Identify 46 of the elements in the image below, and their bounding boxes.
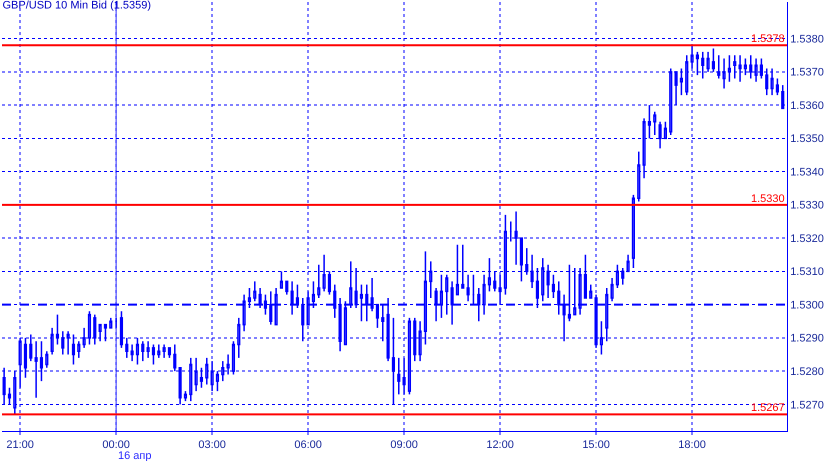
y-tick-label: 1.5360 xyxy=(790,100,824,112)
candlestick xyxy=(632,194,635,269)
candlestick xyxy=(130,344,134,362)
ref-line-label: 16 апр xyxy=(118,450,152,461)
y-tick-label: 1.5340 xyxy=(790,166,824,178)
y-tick-label: 1.5280 xyxy=(790,366,824,378)
x-tick-label: 00:00 xyxy=(102,439,130,452)
x-tick-label: 15:00 xyxy=(582,439,610,452)
candlestick xyxy=(285,280,288,296)
candlestick xyxy=(109,317,112,329)
y-tick-label: 1.5270 xyxy=(790,399,824,412)
candlestick xyxy=(589,284,592,299)
candlestick xyxy=(776,78,779,96)
candlestick xyxy=(184,390,188,402)
y-tick-label: 1.5330 xyxy=(790,200,824,212)
candlestick xyxy=(253,280,256,302)
ref-line-label: 1.5267 xyxy=(751,402,785,414)
y-tick-label: 1.5310 xyxy=(790,266,824,278)
candlestick xyxy=(466,274,470,302)
candlestick xyxy=(45,350,48,369)
candlestick xyxy=(157,344,160,359)
y-tick-label: 1.5350 xyxy=(790,133,824,146)
y-tick-label: 1.5370 xyxy=(790,66,824,79)
ref-line-label: 1.5378 xyxy=(751,33,785,45)
candlestick xyxy=(152,344,156,366)
candlestick xyxy=(552,274,556,299)
x-tick-label: 06:00 xyxy=(294,439,322,452)
candlestick xyxy=(728,54,731,83)
y-tick-label: 1.5380 xyxy=(790,33,824,46)
x-tick-label: 18:00 xyxy=(678,439,706,452)
x-tick-label: 09:00 xyxy=(390,439,418,452)
candlestick xyxy=(168,347,172,359)
y-tick-label: 1.5290 xyxy=(790,332,824,345)
candlestick xyxy=(653,110,656,136)
x-tick-label: 03:00 xyxy=(198,439,226,452)
y-tick-label: 1.5300 xyxy=(790,299,824,312)
candlestick xyxy=(56,314,60,346)
x-tick-label: 21:00 xyxy=(6,439,34,452)
candlestick xyxy=(610,277,614,302)
y-tick-label: 1.5320 xyxy=(790,232,824,245)
candlestick xyxy=(77,340,80,359)
candlestick xyxy=(141,340,144,362)
x-tick-label: 12:00 xyxy=(486,439,514,452)
candlestick xyxy=(146,340,150,359)
ref-line-label: 1.5330 xyxy=(751,193,785,205)
candlestick xyxy=(162,344,166,359)
